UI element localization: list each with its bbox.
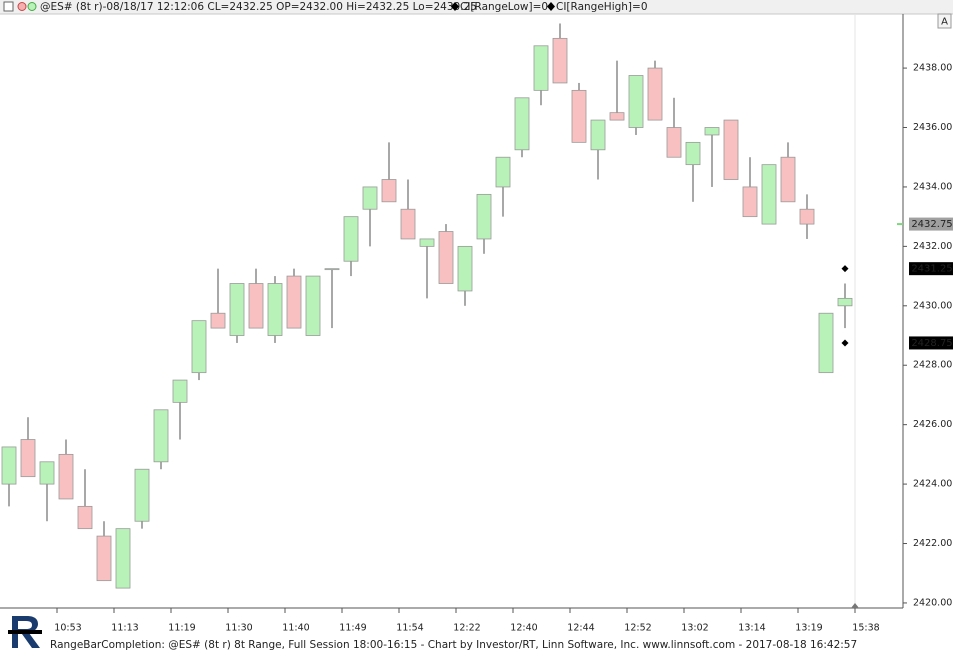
x-tick-label: 11:30: [225, 623, 252, 634]
indicator-label: CI[RangeLow]=0: [460, 1, 548, 13]
header-info: @ES# (8t r)-08/18/17 12:12:06 CL=2432.25…: [40, 1, 477, 13]
x-tick-label: 13:02: [681, 623, 708, 634]
candle-body: [419, 238, 435, 247]
candle-body: [191, 320, 207, 374]
candle-body: [96, 535, 112, 582]
indicator-label: CI[RangeHigh]=0: [556, 1, 648, 13]
candle-body: [799, 208, 815, 225]
x-tick-label: 11:13: [111, 623, 138, 634]
candle-body: [267, 283, 283, 336]
y-tick-label: 2422.00: [913, 538, 952, 549]
logo-band: [8, 630, 42, 634]
icon-dot[interactable]: [27, 2, 37, 11]
price-label-box: [909, 336, 953, 350]
candle-body: [818, 312, 834, 374]
y-tick-label: 2436.00: [913, 122, 952, 133]
candle-body: [362, 186, 378, 210]
candle-body: [704, 127, 720, 136]
candle-body: [457, 245, 473, 292]
x-tick-label: 13:19: [795, 623, 822, 634]
y-tick-label: 2426.00: [913, 419, 952, 430]
candle-body: [400, 208, 416, 240]
candle-body: [761, 164, 777, 225]
x-tick-label: 12:44: [567, 623, 594, 634]
x-tick-label: 13:14: [738, 623, 765, 634]
candle-body: [20, 439, 36, 478]
logo: [8, 614, 42, 650]
icon-dot[interactable]: [17, 2, 27, 11]
x-tick-label: 11:19: [168, 623, 195, 634]
candle-body: [571, 89, 587, 143]
price-label-box: [909, 262, 953, 276]
candle-body: [533, 45, 549, 91]
header-bar: [0, 0, 953, 14]
candle-body: [685, 141, 701, 166]
candle-body: [609, 112, 625, 121]
candle-body: [286, 275, 302, 329]
scale-button[interactable]: [937, 13, 952, 29]
price-label: 2428.75: [911, 338, 952, 349]
y-tick-label: 2428.00: [913, 360, 952, 371]
range-marker: [841, 265, 849, 273]
x-tick-label: 12:40: [510, 623, 537, 634]
x-tick-label: 11:49: [339, 623, 366, 634]
indicator-icon: [547, 2, 555, 11]
y-tick-label: 2438.00: [913, 63, 952, 74]
candle-body: [305, 275, 321, 336]
candle-body: [58, 453, 74, 500]
x-tick-label: 12:52: [624, 623, 651, 634]
candle-body: [248, 283, 264, 329]
current-bar-arrow: [851, 603, 859, 608]
scale-button-label[interactable]: A: [941, 17, 948, 28]
candle-body: [495, 156, 511, 188]
candle-body: [343, 216, 359, 262]
candle-body: [1, 446, 17, 485]
candle-body: [210, 312, 226, 329]
candle-body: [438, 231, 454, 284]
candle-body: [77, 505, 93, 530]
candle-body: [153, 409, 169, 463]
y-tick-label: 2430.00: [913, 300, 952, 311]
x-tick-label: 11:54: [396, 623, 423, 634]
candle-body: [324, 268, 340, 271]
candle-body: [666, 127, 682, 158]
indicator-icon: [451, 2, 459, 11]
candle-body: [134, 468, 150, 522]
candle-body: [590, 119, 606, 151]
y-tick-label: 2434.00: [913, 181, 952, 192]
price-label-box: [909, 217, 953, 231]
candle-body: [381, 179, 397, 203]
candle-body: [476, 193, 492, 240]
x-tick-label: 10:53: [54, 623, 81, 634]
price-label: 2431.25: [911, 264, 952, 275]
y-tick-label: 2432.00: [913, 241, 952, 252]
price-label: 2432.75: [911, 219, 952, 230]
candle-body: [552, 37, 568, 84]
x-tick-label: 15:38: [852, 623, 879, 634]
candle-body: [628, 75, 644, 128]
icon-box[interactable]: [3, 1, 14, 12]
candle-body: [172, 379, 188, 403]
footer-text: RangeBarCompletion: @ES# (8t r) 8t Range…: [50, 639, 857, 651]
candle-body: [514, 97, 530, 151]
candle-body: [229, 283, 245, 336]
y-tick-label: 2420.00: [913, 597, 952, 608]
candle-body: [115, 528, 131, 589]
y-tick-label: 2424.00: [913, 479, 952, 490]
candle-body: [837, 297, 853, 307]
x-tick-label: 12:22: [453, 623, 480, 634]
candle-body: [723, 119, 739, 180]
candle-body: [742, 186, 758, 218]
x-tick-label: 11:40: [282, 623, 309, 634]
candle-body: [780, 156, 796, 203]
range-marker: [841, 339, 849, 347]
candle-body: [647, 67, 663, 121]
candle-body: [39, 461, 55, 485]
